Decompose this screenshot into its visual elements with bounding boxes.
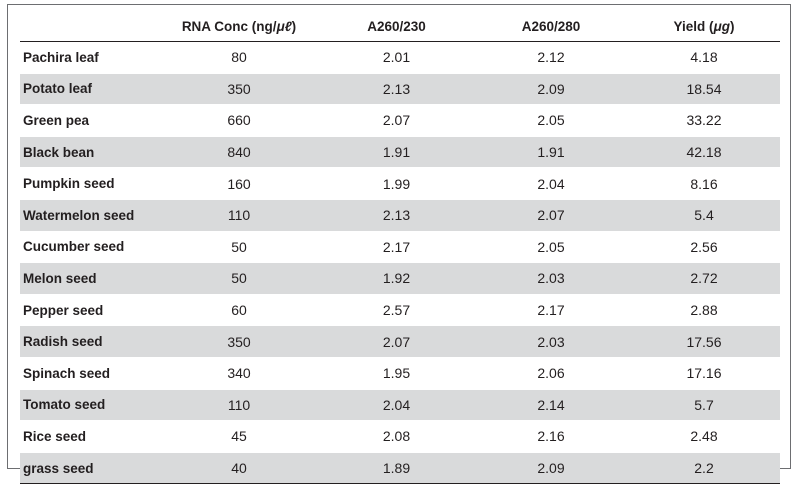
a260-280-cell: 2.04 [474,167,628,200]
sample-name-cell: Rice seed [20,420,159,453]
yield-cell: 17.56 [628,325,780,358]
rna-conc-cell: 660 [159,104,319,137]
yield-cell: 17.16 [628,357,780,390]
header-rna-conc: RNA Conc (ng/μℓ) [159,11,319,42]
sample-name-cell: Watermelon seed [20,199,159,232]
a260-280-cell: 2.05 [474,104,628,137]
header-row: RNA Conc (ng/μℓ) A260/230 A260/280 Yield… [20,11,780,42]
yield-cell: 42.18 [628,136,780,169]
yield-cell: 4.18 [628,41,780,74]
a260-230-cell: 2.57 [319,294,474,327]
a260-280-cell: 2.09 [474,452,628,484]
rna-conc-cell: 840 [159,136,319,169]
a260-230-cell: 2.07 [319,104,474,137]
header-sample [20,11,159,42]
table-row: Rice seed 45 2.08 2.16 2.48 [20,420,780,453]
rna-conc-cell: 350 [159,73,319,106]
sample-name-cell: Pumpkin seed [20,167,159,200]
a260-280-cell: 2.06 [474,357,628,390]
table-row: Black bean 840 1.91 1.91 42.18 [20,136,780,169]
table-row: Green pea 660 2.07 2.05 33.22 [20,104,780,137]
sample-name-cell: grass seed [20,452,159,484]
a260-280-cell: 2.09 [474,73,628,106]
rna-conc-cell: 350 [159,325,319,358]
rna-conc-cell: 110 [159,199,319,232]
table-frame: RNA Conc (ng/μℓ) A260/230 A260/280 Yield… [7,4,791,484]
sample-name-cell: Cucumber seed [20,231,159,264]
sample-name-cell: Pepper seed [20,294,159,327]
yield-cell: 2.72 [628,262,780,295]
a260-230-cell: 1.92 [319,262,474,295]
rna-conc-cell: 60 [159,294,319,327]
sample-name-cell: Spinach seed [20,357,159,390]
sample-name-cell: Pachira leaf [20,41,159,74]
yield-cell: 5.4 [628,199,780,232]
a260-280-cell: 1.91 [474,136,628,169]
a260-230-cell: 2.04 [319,389,474,422]
sample-name-cell: Green pea [20,104,159,137]
yield-cell: 5.7 [628,389,780,422]
yield-cell: 2.88 [628,294,780,327]
rna-conc-cell: 160 [159,167,319,200]
yield-cell: 2.56 [628,231,780,264]
table-row: grass seed 40 1.89 2.09 2.2 [20,452,780,484]
table-row: Pachira leaf 80 2.01 2.12 4.18 [20,41,780,74]
a260-280-cell: 2.07 [474,199,628,232]
header-a260-280: A260/280 [474,11,628,42]
a260-280-cell: 2.03 [474,325,628,358]
a260-280-cell: 2.17 [474,294,628,327]
unit-microliter: μℓ [276,18,292,34]
a260-230-cell: 1.95 [319,357,474,390]
a260-230-cell: 2.13 [319,73,474,106]
table-row: Pumpkin seed 160 1.99 2.04 8.16 [20,167,780,200]
yield-cell: 33.22 [628,104,780,137]
a260-230-cell: 2.17 [319,231,474,264]
a260-230-cell: 1.89 [319,452,474,484]
sample-name-cell: Tomato seed [20,389,159,422]
a260-230-cell: 2.13 [319,199,474,232]
sample-name-cell: Radish seed [20,325,159,358]
sample-name-cell: Potato leaf [20,73,159,106]
yield-cell: 2.2 [628,452,780,484]
a260-230-cell: 1.91 [319,136,474,169]
rna-conc-cell: 45 [159,420,319,453]
table-row: Watermelon seed 110 2.13 2.07 5.4 [20,199,780,232]
a260-280-cell: 2.16 [474,420,628,453]
a260-280-cell: 2.12 [474,41,628,74]
rna-conc-cell: 50 [159,262,319,295]
rna-conc-cell: 110 [159,389,319,422]
rna-conc-cell: 40 [159,452,319,484]
a260-230-cell: 2.07 [319,325,474,358]
a260-230-cell: 1.99 [319,167,474,200]
unit-microgram: μg [713,18,730,34]
sample-name-cell: Melon seed [20,262,159,295]
table-row: Spinach seed 340 1.95 2.06 17.16 [20,357,780,390]
a260-280-cell: 2.05 [474,231,628,264]
rna-conc-cell: 340 [159,357,319,390]
rna-conc-cell: 50 [159,231,319,264]
table-row: Melon seed 50 1.92 2.03 2.72 [20,262,780,295]
table-row: Pepper seed 60 2.57 2.17 2.88 [20,294,780,327]
a260-280-cell: 2.14 [474,389,628,422]
header-a260-230: A260/230 [319,11,474,42]
table-row: Cucumber seed 50 2.17 2.05 2.56 [20,231,780,264]
table-body: Pachira leaf 80 2.01 2.12 4.18 Potato leaf 350… [20,41,780,484]
header-yield: Yield (μg) [628,11,780,42]
yield-cell: 8.16 [628,167,780,200]
rna-conc-cell: 80 [159,41,319,74]
table-row: Potato leaf 350 2.13 2.09 18.54 [20,73,780,106]
yield-cell: 2.48 [628,420,780,453]
a260-230-cell: 2.08 [319,420,474,453]
rna-results-table: RNA Conc (ng/μℓ) A260/230 A260/280 Yield… [20,11,780,484]
a260-230-cell: 2.01 [319,41,474,74]
table-row: Tomato seed 110 2.04 2.14 5.7 [20,389,780,422]
table-row: Radish seed 350 2.07 2.03 17.56 [20,325,780,358]
yield-cell: 18.54 [628,73,780,106]
a260-280-cell: 2.03 [474,262,628,295]
sample-name-cell: Black bean [20,136,159,169]
